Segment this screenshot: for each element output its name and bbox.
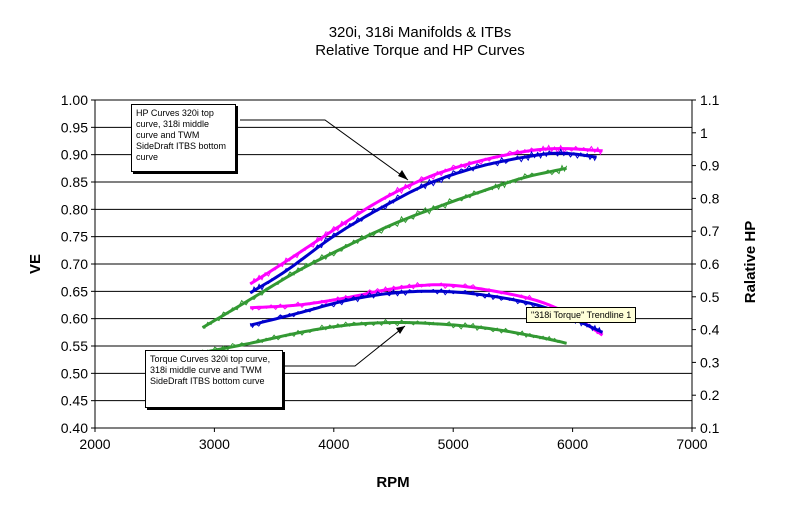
y2-tick-label: 0.7 — [700, 223, 720, 239]
torque-curves-note: Torque Curves 320i top curve, 318i middl… — [145, 350, 283, 408]
torque-note-arrowhead — [396, 326, 405, 334]
y-axis-ticks: 1.00 0.95 0.90 0.85 0.80 0.75 0.70 0.65 0.60 0.55… — [61, 92, 95, 436]
y-tick-label: 0.60 — [61, 311, 88, 327]
y-tick-label: 0.45 — [61, 393, 88, 409]
hp-note-arrowhead — [398, 170, 408, 180]
series-trendline-1 — [249, 151, 597, 295]
y2-tick-label: 0.3 — [700, 354, 720, 370]
x-axis-ticks: 2000 3000 4000 5000 6000 7000 — [79, 428, 708, 452]
y2-tick-label: 0.8 — [700, 190, 720, 206]
series-line-raw-0 — [249, 144, 603, 285]
y2-tick-label: 1.1 — [700, 92, 720, 108]
y-tick-label: 0.75 — [61, 229, 88, 245]
y-tick-label: 0.70 — [61, 256, 88, 272]
y-tick-label: 0.55 — [61, 338, 88, 354]
y-tick-label: 0.50 — [61, 365, 88, 381]
torque-note-arrow — [280, 325, 406, 367]
series-trendline-2 — [201, 166, 567, 329]
x-tick-label: 4000 — [318, 436, 349, 452]
y-tick-label: 1.00 — [61, 92, 88, 108]
y2-tick-label: 0.5 — [700, 289, 720, 305]
y-tick-label: 0.90 — [61, 147, 88, 163]
chart-title: 320i, 318i Manifolds & ITBs — [329, 24, 512, 41]
series-line-raw-2 — [202, 164, 568, 329]
trendline-tag: "318i Torque" Trendline 1 — [526, 307, 637, 323]
series-trendline-5 — [202, 321, 567, 355]
hp-note-arrow — [240, 119, 409, 181]
y-axis-label: VE — [27, 254, 44, 274]
x-tick-label: 5000 — [438, 436, 469, 452]
x-tick-label: 7000 — [676, 436, 707, 452]
y-tick-label: 0.95 — [61, 119, 88, 135]
y-tick-label: 0.85 — [61, 174, 88, 190]
y2-tick-label: 0.9 — [700, 158, 720, 174]
y-tick-label: 0.80 — [61, 201, 88, 217]
y2-tick-label: 0.4 — [700, 322, 720, 338]
hp-curves-note: HP Curves 320i top curve, 318i middle cu… — [131, 104, 236, 172]
y-tick-label: 0.65 — [61, 283, 88, 299]
series-trendline-0 — [249, 147, 603, 286]
x-tick-label: 6000 — [557, 436, 588, 452]
x-axis-label: RPM — [376, 474, 409, 491]
chart-subtitle: Relative Torque and HP Curves — [315, 42, 525, 59]
y2-axis-ticks: 1.1 1 0.9 0.8 0.7 0.6 0.5 0.4 0.3 0.2 0.1 — [692, 92, 720, 436]
x-tick-label: 2000 — [79, 436, 110, 452]
y2-tick-label: 0.2 — [700, 387, 720, 403]
x-tick-label: 3000 — [199, 436, 230, 452]
y2-axis-label: Ralative HP — [742, 221, 759, 304]
annotation-arrows — [240, 119, 409, 367]
y2-tick-label: 0.1 — [700, 420, 720, 436]
series-line-raw-1 — [249, 148, 597, 294]
y2-tick-label: 1 — [700, 125, 708, 141]
y-tick-label: 0.40 — [61, 420, 88, 436]
y2-tick-label: 0.6 — [700, 256, 720, 272]
